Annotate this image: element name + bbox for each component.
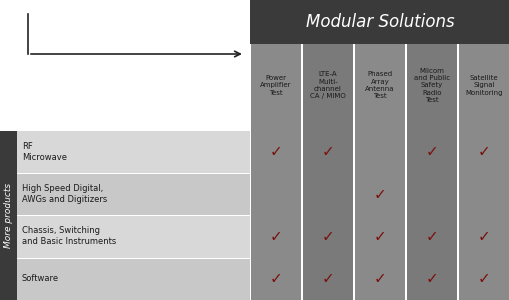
Text: Chassis, Switching
and Basic Instruments: Chassis, Switching and Basic Instruments: [22, 226, 116, 247]
Bar: [302, 44, 352, 130]
Text: Phased
Array
Antenna
Test: Phased Array Antenna Test: [364, 71, 394, 99]
Text: ✓: ✓: [269, 144, 282, 159]
Text: Satellite
Signal
Monitoring: Satellite Signal Monitoring: [464, 75, 502, 95]
Bar: [458, 44, 508, 130]
Text: ✓: ✓: [425, 271, 438, 286]
Text: ✓: ✓: [477, 144, 490, 159]
Bar: [249, 0, 509, 44]
Text: ✓: ✓: [425, 229, 438, 244]
Text: ✓: ✓: [269, 229, 282, 244]
Text: Modular Solutions: Modular Solutions: [305, 13, 454, 31]
Bar: [0, 130, 17, 300]
Bar: [406, 130, 456, 300]
Text: High Speed Digital,
AWGs and Digitizers: High Speed Digital, AWGs and Digitizers: [22, 184, 107, 204]
Text: ✓: ✓: [373, 271, 386, 286]
Bar: [302, 130, 352, 300]
Text: ✓: ✓: [425, 144, 438, 159]
Text: RF
Microwave: RF Microwave: [22, 142, 67, 162]
Bar: [354, 44, 404, 130]
Text: ✓: ✓: [321, 271, 334, 286]
Bar: [17, 131, 249, 173]
Text: Milcom
and Public
Safety
Radio
Test: Milcom and Public Safety Radio Test: [413, 68, 449, 103]
Bar: [17, 216, 249, 258]
Text: ✓: ✓: [321, 229, 334, 244]
Text: LTE-A
Multi-
channel
CA / MIMO: LTE-A Multi- channel CA / MIMO: [309, 71, 345, 99]
Text: ✓: ✓: [373, 229, 386, 244]
Text: ✓: ✓: [477, 229, 490, 244]
Text: ✓: ✓: [269, 271, 282, 286]
Bar: [354, 130, 404, 300]
Bar: [458, 130, 508, 300]
Text: ✓: ✓: [321, 144, 334, 159]
Text: Power
Amplifier
Test: Power Amplifier Test: [260, 75, 291, 95]
Bar: [17, 174, 249, 215]
Text: ✓: ✓: [373, 187, 386, 202]
Bar: [406, 44, 456, 130]
Bar: [250, 130, 300, 300]
Bar: [17, 259, 249, 300]
Text: Software: Software: [22, 274, 59, 283]
Text: ✓: ✓: [477, 271, 490, 286]
Bar: [250, 44, 300, 130]
Text: More products: More products: [4, 183, 13, 248]
